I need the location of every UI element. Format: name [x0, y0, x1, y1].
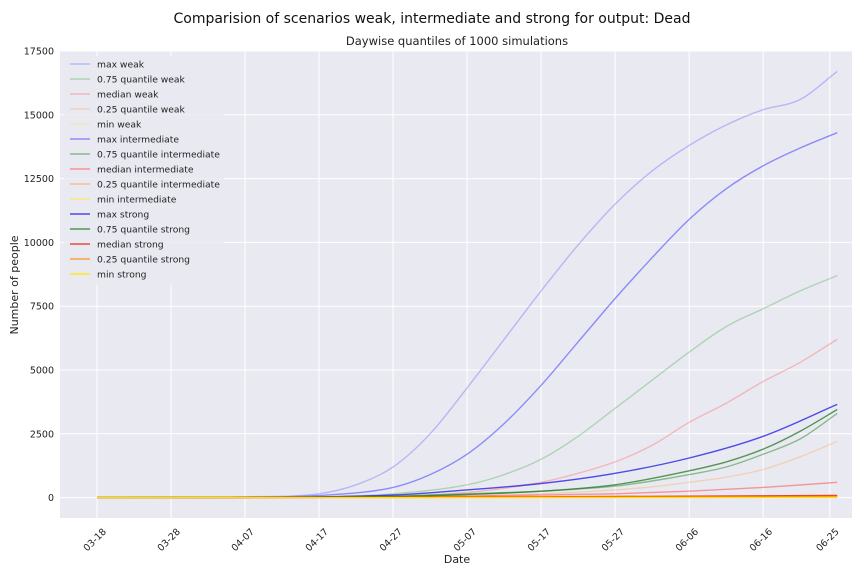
x-tick-label: 04-27 [378, 527, 405, 554]
x-tick-label: 03-28 [156, 527, 183, 554]
figure-suptitle: Comparision of scenarios weak, intermedi… [173, 11, 690, 27]
y-tick-label: 0 [48, 493, 54, 504]
legend-entry: 0.25 quantile strong [97, 254, 190, 265]
series-line-max-weak [96, 70, 838, 499]
y-tick-label: 17500 [24, 47, 54, 58]
legend-entry: median strong [97, 239, 164, 250]
y-axis-label: Number of people [8, 235, 21, 334]
chart-title: Daywise quantiles of 1000 simulations [346, 34, 568, 48]
y-tick-label: 12500 [24, 174, 54, 185]
legend-entry: 0.25 quantile intermediate [97, 179, 220, 190]
y-tick-label: 10000 [24, 238, 54, 249]
x-tick-label: 05-17 [526, 527, 553, 554]
series-line-max-intermediate [96, 132, 838, 499]
legend-entry: median weak [97, 89, 159, 100]
x-tick-label: 06-06 [674, 527, 701, 554]
x-tick-label: 06-16 [748, 527, 775, 554]
y-axis: 0 2500 5000 7500 10000 12500 15000 17500 [24, 47, 54, 505]
x-axis: 03-18 03-28 04-07 04-17 04-27 05-07 05-17 05-27… [82, 527, 842, 554]
legend-box [64, 56, 224, 285]
legend-entry: 0.75 quantile weak [97, 74, 186, 85]
x-tick-label: 03-18 [82, 527, 109, 554]
legend-entry: max weak [97, 59, 145, 70]
y-tick-label: 15000 [24, 110, 54, 121]
legend-entry: min weak [97, 119, 142, 130]
x-tick-label: 06-25 [814, 527, 841, 554]
legend-entry: 0.25 quantile weak [97, 104, 186, 115]
y-tick-label: 5000 [30, 365, 54, 376]
legend-entry: max strong [97, 209, 149, 220]
x-axis-label: Date [444, 553, 471, 566]
y-tick-label: 2500 [30, 429, 54, 440]
x-tick-label: 05-07 [452, 527, 479, 554]
legend-entry: 0.75 quantile intermediate [97, 149, 220, 160]
legend-entry: min intermediate [97, 194, 177, 205]
x-tick-label: 04-17 [304, 527, 331, 554]
legend-entry: max intermediate [97, 134, 179, 145]
y-tick-label: 7500 [30, 302, 54, 313]
legend: max weak 0.75 quantile weak median weak 0.2… [64, 56, 224, 285]
series-layer [96, 70, 838, 499]
legend-entry: 0.75 quantile strong [97, 224, 190, 235]
x-tick-label: 05-27 [600, 527, 627, 554]
x-tick-label: 04-07 [230, 527, 257, 554]
legend-entry: min strong [97, 269, 147, 280]
legend-entry: median intermediate [97, 164, 194, 175]
